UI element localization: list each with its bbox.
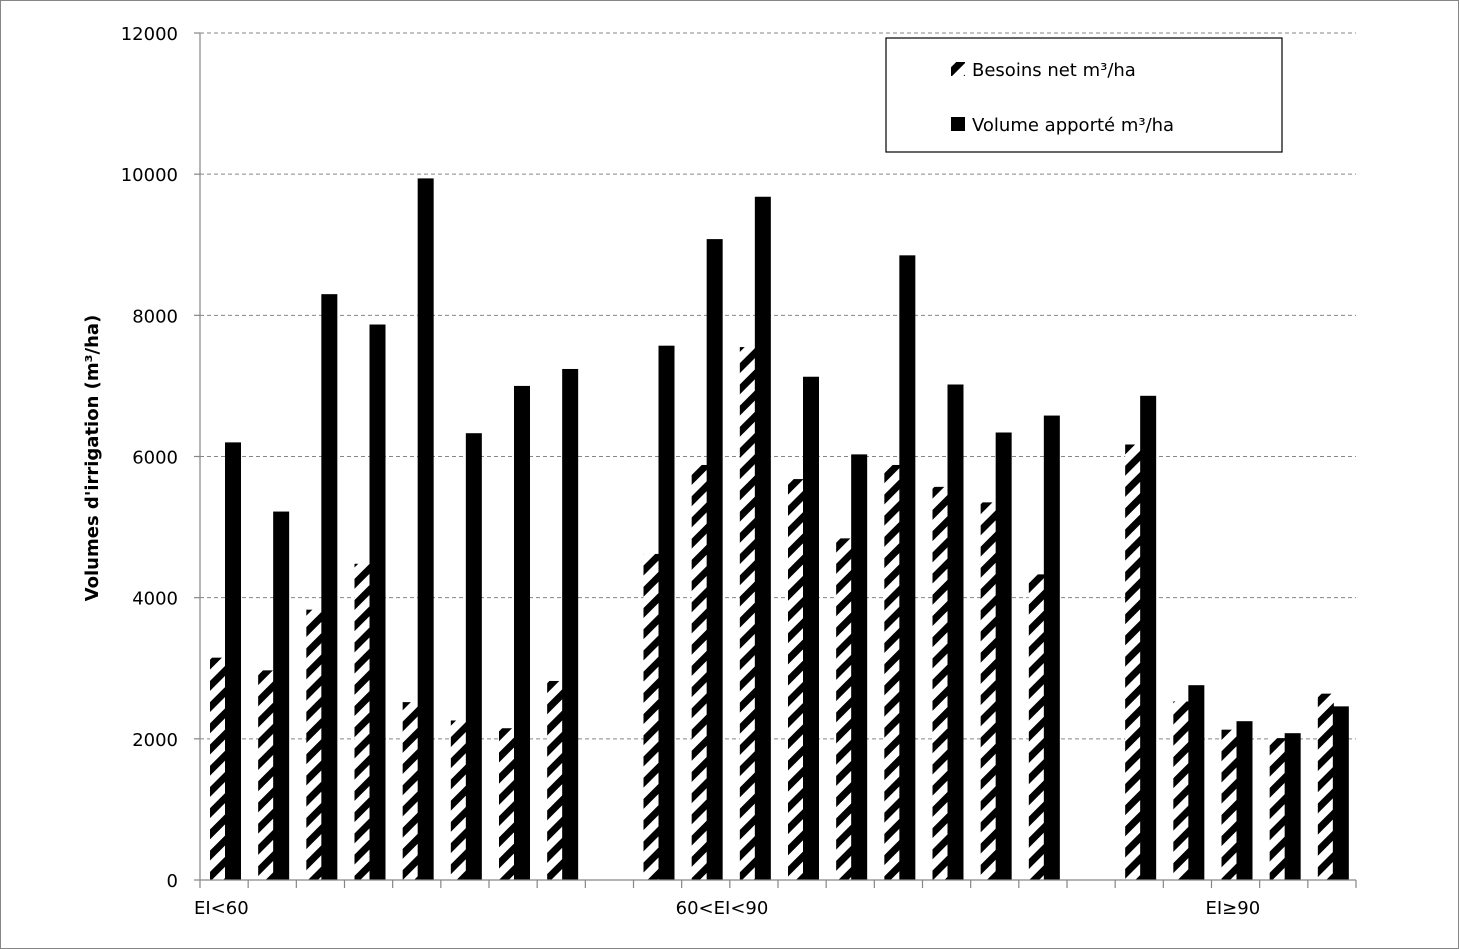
bar-besoins-net bbox=[354, 563, 371, 880]
y-tick-label: 4000 bbox=[132, 589, 178, 610]
bar-besoins-net bbox=[739, 347, 756, 880]
bar-volume-apporte bbox=[1188, 685, 1205, 880]
legend-swatch-striped-icon bbox=[951, 62, 965, 76]
bar-besoins-net bbox=[932, 486, 949, 880]
bar-volume-apporte bbox=[1284, 733, 1301, 880]
y-tick-label: 0 bbox=[167, 871, 178, 892]
bar-besoins-net bbox=[788, 479, 804, 880]
legend-box bbox=[885, 37, 1283, 153]
bar-besoins-net bbox=[643, 553, 660, 880]
bar-besoins-net bbox=[547, 680, 564, 880]
bar-besoins-net bbox=[210, 657, 226, 880]
bar-volume-apporte bbox=[225, 442, 241, 880]
y-axis-title: Volumes d'irrigation (m³/ha) bbox=[82, 315, 103, 602]
bar-volume-apporte bbox=[369, 324, 386, 880]
bar-volume-apporte bbox=[947, 384, 964, 880]
bar-besoins-net bbox=[1028, 574, 1045, 880]
bar-besoins-net bbox=[1317, 693, 1334, 880]
bar-volume-apporte bbox=[1043, 415, 1060, 880]
x-group-label: EI<60 bbox=[194, 898, 249, 919]
bar-besoins-net bbox=[1221, 729, 1238, 880]
bar-volume-apporte bbox=[321, 294, 338, 880]
legend-label: Volume apporté m³/ha bbox=[972, 115, 1174, 136]
gridlines bbox=[200, 32, 1356, 740]
bar-volume-apporte bbox=[1236, 721, 1253, 880]
legend-swatch-solid-icon bbox=[951, 117, 965, 131]
y-tick-labels: 0 2000 4000 6000 8000 10000 12000 bbox=[121, 24, 178, 892]
y-tick-label: 6000 bbox=[132, 448, 178, 469]
bar-besoins-net bbox=[1269, 738, 1286, 880]
legend-label: Besoins net m³/ha bbox=[972, 60, 1136, 81]
y-tick-label: 10000 bbox=[121, 165, 178, 186]
bar-volume-apporte bbox=[803, 376, 819, 880]
bar-volume-apporte bbox=[754, 196, 771, 881]
bar-volume-apporte bbox=[851, 454, 868, 880]
x-group-label: 60<EI<90 bbox=[676, 898, 769, 919]
y-tick-label: 12000 bbox=[121, 24, 178, 45]
y-tick-label: 2000 bbox=[132, 730, 178, 751]
axes bbox=[194, 32, 1357, 888]
bar-volume-apporte bbox=[465, 433, 482, 880]
bar-besoins-net bbox=[884, 464, 901, 880]
legend-item-besoins: Besoins net m³/ha bbox=[951, 60, 1136, 81]
bar-besoins-net bbox=[1125, 444, 1142, 880]
bar-besoins-net bbox=[499, 728, 515, 880]
bar-volume-apporte bbox=[658, 345, 675, 880]
bar-volume-apporte bbox=[995, 432, 1012, 880]
bars-group bbox=[210, 178, 1349, 881]
x-group-labels: EI<60 60<EI<90 EI≥90 bbox=[194, 898, 1260, 919]
bar-besoins-net bbox=[980, 502, 997, 880]
bar-besoins-net bbox=[402, 702, 419, 880]
bar-besoins-net bbox=[306, 609, 323, 880]
legend: Besoins net m³/ha Volume apporté m³/ha bbox=[885, 37, 1283, 153]
bar-besoins-net bbox=[258, 670, 275, 880]
legend-item-volume: Volume apporté m³/ha bbox=[951, 115, 1174, 136]
bar-volume-apporte bbox=[706, 239, 723, 880]
bar-volume-apporte bbox=[1332, 706, 1349, 880]
x-group-label: EI≥90 bbox=[1206, 898, 1261, 919]
bar-besoins-net bbox=[1173, 701, 1190, 880]
bar-volume-apporte bbox=[899, 255, 916, 880]
bar-volume-apporte bbox=[417, 178, 434, 880]
bar-besoins-net bbox=[836, 538, 853, 880]
bar-volume-apporte bbox=[514, 385, 530, 880]
bar-volume-apporte bbox=[562, 368, 579, 880]
bar-besoins-net bbox=[450, 720, 467, 880]
bar-besoins-net bbox=[691, 464, 708, 880]
bar-volume-apporte bbox=[273, 511, 290, 880]
y-tick-label: 8000 bbox=[132, 306, 178, 327]
bar-volume-apporte bbox=[1140, 395, 1157, 880]
